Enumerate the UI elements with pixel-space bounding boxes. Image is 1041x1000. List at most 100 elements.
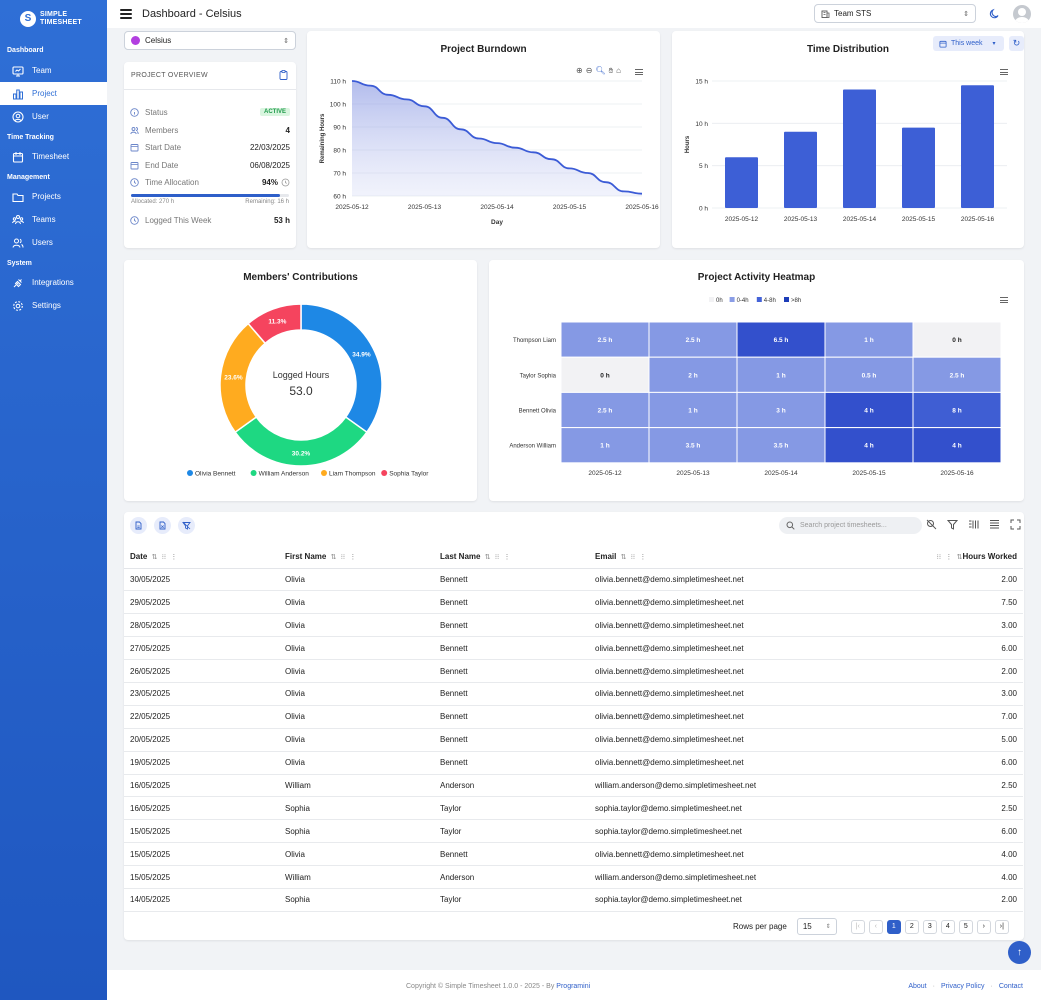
calendar-icon [130,161,139,169]
columns-icon[interactable] [968,519,979,530]
overview-status-row: Status ACTIVE [130,106,290,118]
page-button[interactable]: 4 [940,919,955,934]
page-button[interactable]: 3 [922,919,937,934]
drag-handle-icon[interactable]: ⁝⁝ [494,553,500,561]
table-row[interactable]: 20/05/2025 Olivia Bennett olivia.bennett@de… [124,728,1023,752]
team-select[interactable]: Team STS ⇕ [814,4,976,23]
sidebar-item-integrations[interactable]: Integrations [0,271,107,294]
avatar[interactable] [1013,5,1031,23]
table-row[interactable]: 14/05/2025 Sophia Taylor sophia.taylor@demo… [124,888,1023,912]
sidebar-item-label: Projects [32,192,61,201]
sidebar-item-projects[interactable]: Projects [0,185,107,208]
privacy-link[interactable]: Privacy Policy [940,983,985,990]
sidebar-item-user[interactable]: User [0,105,107,128]
hide-icon[interactable] [926,519,937,530]
chevron-updown-icon: ⇕ [283,37,289,45]
brand-link[interactable]: Programini [556,983,591,990]
sidebar-item-timesheet[interactable]: Timesheet [0,145,107,168]
burndown-title: Project Burndown [440,44,527,55]
table-row[interactable]: 28/05/2025 Olivia Bennett olivia.bennett@de… [124,613,1023,638]
table-row[interactable]: 16/05/2025 William Anderson william.anderso… [124,774,1023,798]
table-row[interactable]: 30/05/2025 Olivia Bennett olivia.bennett@de… [124,568,1023,592]
cell-hours: 3.00 [919,613,1023,638]
column-menu-icon[interactable]: ⋮ [945,553,953,561]
table-row[interactable]: 15/05/2025 Sophia Taylor sophia.taylor@demo… [124,819,1023,844]
zoom-out-icon[interactable]: ⊖ [585,66,593,75]
table-row[interactable]: 22/05/2025 Olivia Bennett olivia.bennett@de… [124,705,1023,729]
week-filter-label: This week [951,40,983,47]
next-page-button[interactable]: › [976,919,991,934]
cell-first-name: Olivia [279,705,434,729]
page-button[interactable]: 5 [958,919,973,934]
column-menu-icon[interactable]: ⋮ [639,553,647,561]
scroll-top-button[interactable]: ↑ [1008,941,1031,964]
drag-handle-icon[interactable]: ⁝⁝ [161,553,167,561]
page-button[interactable]: 2 [904,919,919,934]
column-header-date[interactable]: Date ⇅ ⁝⁝ ⋮ [124,545,279,569]
project-select[interactable]: Celsius ⇕ [124,31,296,50]
column-header-first-name[interactable]: First Name ⇅ ⁝⁝ ⋮ [279,545,434,569]
drag-handle-icon[interactable]: ⁝⁝ [936,553,942,561]
sidebar-item-users[interactable]: Users [0,231,107,254]
column-header-email[interactable]: Email ⇅ ⁝⁝ ⋮ [589,545,919,569]
last-page-button[interactable]: ›| [994,919,1009,934]
page-button[interactable]: 1 [886,919,901,934]
filter-icon[interactable] [947,519,958,530]
column-header-hours[interactable]: ⁝⁝ ⋮ ⇅Hours Worked [919,545,1023,569]
app-logo[interactable]: S SIMPLE TIMESHEET [0,0,107,31]
sidebar-item-teams[interactable]: Teams [0,208,107,231]
table-row[interactable]: 15/05/2025 William Anderson william.anderso… [124,865,1023,889]
clock-icon [130,177,139,187]
column-menu-icon[interactable]: ⋮ [349,553,357,561]
table-row[interactable]: 27/05/2025 Olivia Bennett olivia.bennett@de… [124,636,1023,661]
chart-menu-icon[interactable] [1000,297,1008,303]
week-filter-button[interactable]: This week ▾ [933,36,1004,51]
contact-link[interactable]: Contact [998,983,1023,990]
clear-filter-button[interactable] [178,517,195,534]
sort-icon[interactable]: ⇅ [956,553,963,561]
zoom-select-icon[interactable]: 🔍︎ [595,66,606,75]
sort-icon[interactable]: ⇅ [620,553,627,561]
sidebar-item-settings[interactable]: Settings [0,294,107,317]
sort-icon[interactable]: ⇅ [484,553,491,561]
zoom-in-icon[interactable]: ⊕ [576,66,583,75]
drag-handle-icon[interactable]: ⁝⁝ [340,553,346,561]
first-page-button[interactable]: |‹ [850,919,865,934]
drag-handle-icon[interactable]: ⁝⁝ [630,553,636,561]
table-row[interactable]: 29/05/2025 Olivia Bennett olivia.bennett@de… [124,590,1023,615]
chart-menu-icon[interactable] [635,69,643,75]
column-menu-icon[interactable]: ⋮ [503,553,511,561]
table-row[interactable]: 26/05/2025 Olivia Bennett olivia.bennett@de… [124,659,1023,683]
cell-label: 4 h [864,443,873,450]
chart-menu-icon[interactable] [1000,69,1008,75]
home-icon[interactable]: ⌂ [616,66,621,75]
pan-icon[interactable]: ✋︎ [608,66,614,75]
menu-icon[interactable] [120,9,132,19]
refresh-button[interactable]: ↻ [1009,36,1024,51]
table-row[interactable]: 15/05/2025 Olivia Bennett olivia.bennett@de… [124,842,1023,867]
x-tick-label: 2025-05-13 [784,216,818,223]
sort-icon[interactable]: ⇅ [151,553,158,561]
sidebar-item-team[interactable]: Team [0,59,107,82]
table-row[interactable]: 16/05/2025 Sophia Taylor sophia.taylor@demo… [124,796,1023,821]
table-search[interactable]: Search project timesheets... [779,517,922,534]
density-icon[interactable] [989,519,1000,530]
column-header-last-name[interactable]: Last Name ⇅ ⁝⁝ ⋮ [434,545,589,569]
legend-label: >8h [791,298,801,304]
table-row[interactable]: 19/05/2025 Olivia Bennett olivia.bennett@de… [124,751,1023,775]
prev-page-button[interactable]: ‹ [868,919,883,934]
moon-icon[interactable] [989,8,1000,19]
fullscreen-icon[interactable] [1010,519,1021,530]
rows-per-page-select[interactable]: 15 ⇕ [796,918,837,935]
table-row[interactable]: 23/05/2025 Olivia Bennett olivia.bennett@de… [124,682,1023,706]
legend-swatch [321,470,327,476]
sidebar-item-project[interactable]: Project [0,82,107,105]
export-excel-button[interactable] [154,517,171,534]
export-csv-button[interactable] [130,517,147,534]
bar [902,127,935,208]
column-menu-icon[interactable]: ⋮ [170,553,178,561]
about-link[interactable]: About [908,983,927,990]
sort-icon[interactable]: ⇅ [330,553,337,561]
clipboard-icon[interactable] [279,70,288,80]
chevron-updown-icon: ⇕ [963,10,969,18]
